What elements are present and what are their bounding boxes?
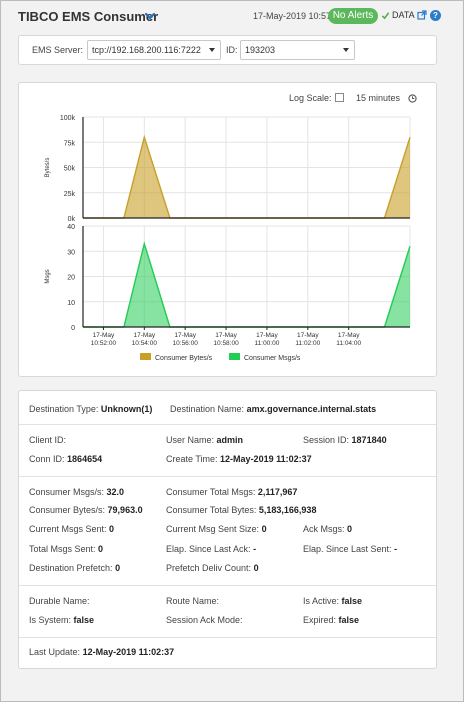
consumer-bytes-rate: Consumer Bytes/s: 79,963.0 xyxy=(29,505,143,515)
y-axis-label: Msgs xyxy=(45,269,51,283)
x-tick-label: 11:04:00 xyxy=(336,340,361,347)
is-active: Is Active: false xyxy=(303,596,363,606)
total-msgs-sent: Total Msgs Sent: 0 xyxy=(29,544,104,554)
destination-prefetch: Destination Prefetch: 0 xyxy=(29,563,121,573)
last-update: Last Update: 12-May-2019 11:02:37 xyxy=(29,647,175,657)
durable-name: Durable Name: xyxy=(29,596,90,606)
y-tick-label: 50k xyxy=(64,166,76,173)
x-tick-label: 17-May xyxy=(93,332,115,339)
log-scale-checkbox[interactable] xyxy=(335,93,344,102)
y-tick-label: 75k xyxy=(64,140,76,147)
time-range-label: 15 minutes xyxy=(356,93,401,103)
divider xyxy=(19,424,436,425)
server-value: tcp://192.168.200.116:7222 xyxy=(92,45,201,55)
divider xyxy=(19,476,436,477)
server-select[interactable]: tcp://192.168.200.116:7222 xyxy=(87,40,221,60)
id-label: ID: xyxy=(226,45,238,55)
timestamp: 17-May-2019 10:57 xyxy=(253,11,332,21)
help-icon[interactable]: ? xyxy=(430,10,441,21)
consumer-msgs-rate: Consumer Msgs/s: 32.0 xyxy=(29,487,125,497)
x-tick-label: 17-May xyxy=(338,332,360,339)
consumer-total-bytes: Consumer Total Bytes: 5,183,166,938 xyxy=(166,505,317,515)
y-tick-label: 0k xyxy=(68,216,76,223)
page-title: TIBCO EMS Consumer xyxy=(18,9,159,24)
y-tick-label: 10 xyxy=(67,300,75,307)
destination-type: Destination Type: Unknown(1) xyxy=(29,404,153,414)
route-name: Route Name: xyxy=(166,596,220,606)
elap-since-last-sent: Elap. Since Last Sent: - xyxy=(303,544,398,554)
client-id: Client ID: xyxy=(29,435,67,445)
y-tick-label: 40 xyxy=(67,224,75,231)
external-link-icon xyxy=(417,10,427,20)
consumer-chart: 100k 75k 50k 25k 0k Bytes/s 40 30 20 10 0 Msgs 17-Ma… xyxy=(45,115,411,362)
prefetch-deliv-count: Prefetch Deliv Count: 0 xyxy=(166,563,259,573)
ack-msgs: Ack Msgs: 0 xyxy=(303,524,353,534)
series-area xyxy=(83,137,410,218)
divider xyxy=(19,637,436,638)
x-tick-label: 17-May xyxy=(215,332,237,339)
y-tick-label: 20 xyxy=(67,275,75,282)
consumer-total-msgs: Consumer Total Msgs: 2,117,967 xyxy=(166,487,298,497)
id-select[interactable]: 193203 xyxy=(240,40,355,60)
divider xyxy=(19,585,436,586)
data-link[interactable]: DATA xyxy=(381,10,427,20)
check-icon xyxy=(381,11,390,19)
data-label: DATA xyxy=(392,10,415,20)
x-tick-label: 10:52:00 xyxy=(91,340,117,347)
current-msg-sent-size: Current Msg Sent Size: 0 xyxy=(166,524,267,534)
chart-panel: Log Scale: 15 minutes 100k 75k 50k 25k 0k Byt… xyxy=(18,82,437,377)
y-tick-label: 100k xyxy=(60,115,76,122)
details-panel: Destination Type: Unknown(1) Destination… xyxy=(18,390,437,669)
log-scale-label: Log Scale: xyxy=(289,93,332,103)
x-tick-label: 11:00:00 xyxy=(255,340,280,347)
x-tick-label: 17-May xyxy=(297,332,319,339)
y-axis-label: Bytes/s xyxy=(45,158,51,178)
page-header: TIBCO EMS Consumer 17-May-2019 10:57 No … xyxy=(0,0,462,32)
current-msgs-sent: Current Msgs Sent: 0 xyxy=(29,524,115,534)
legend-swatch xyxy=(229,353,240,360)
is-system: Is System: false xyxy=(29,615,95,625)
x-tick-label: 10:58:00 xyxy=(213,340,239,347)
x-tick-label: 17-May xyxy=(256,332,278,339)
id-value: 193203 xyxy=(245,45,276,55)
session-id: Session ID: 1871840 xyxy=(303,435,387,445)
elap-since-last-ack: Elap. Since Last Ack: - xyxy=(166,544,257,554)
y-tick-label: 30 xyxy=(67,249,75,256)
server-label: EMS Server: xyxy=(32,45,84,55)
filter-panel: EMS Server: tcp://192.168.200.116:7222 I… xyxy=(18,35,437,65)
alerts-badge[interactable]: No Alerts xyxy=(328,8,378,24)
create-time: Create Time: 12-May-2019 11:02:37 xyxy=(166,454,312,464)
user-name: User Name: admin xyxy=(166,435,244,445)
chevron-down-icon[interactable] xyxy=(143,9,157,23)
x-tick-label: 10:54:00 xyxy=(132,340,158,347)
y-tick-label: 25k xyxy=(64,191,76,198)
x-tick-label: 17-May xyxy=(174,332,196,339)
session-ack-mode: Session Ack Mode: xyxy=(166,615,243,625)
series-area xyxy=(83,243,410,327)
x-tick-label: 17-May xyxy=(133,332,155,339)
destination-name: Destination Name: amx.governance.interna… xyxy=(170,404,377,414)
conn-id: Conn ID: 1864654 xyxy=(29,454,103,464)
clock-icon[interactable] xyxy=(408,94,417,103)
x-tick-label: 11:02:00 xyxy=(295,340,320,347)
caret-down-icon xyxy=(343,48,349,52)
legend-swatch xyxy=(140,353,151,360)
legend-label: Consumer Bytes/s xyxy=(155,355,213,362)
y-tick-label: 0 xyxy=(71,325,75,332)
legend-label: Consumer Msgs/s xyxy=(244,355,301,362)
caret-down-icon xyxy=(209,48,215,52)
expired: Expired: false xyxy=(303,615,360,625)
x-tick-label: 10:56:00 xyxy=(173,340,199,347)
